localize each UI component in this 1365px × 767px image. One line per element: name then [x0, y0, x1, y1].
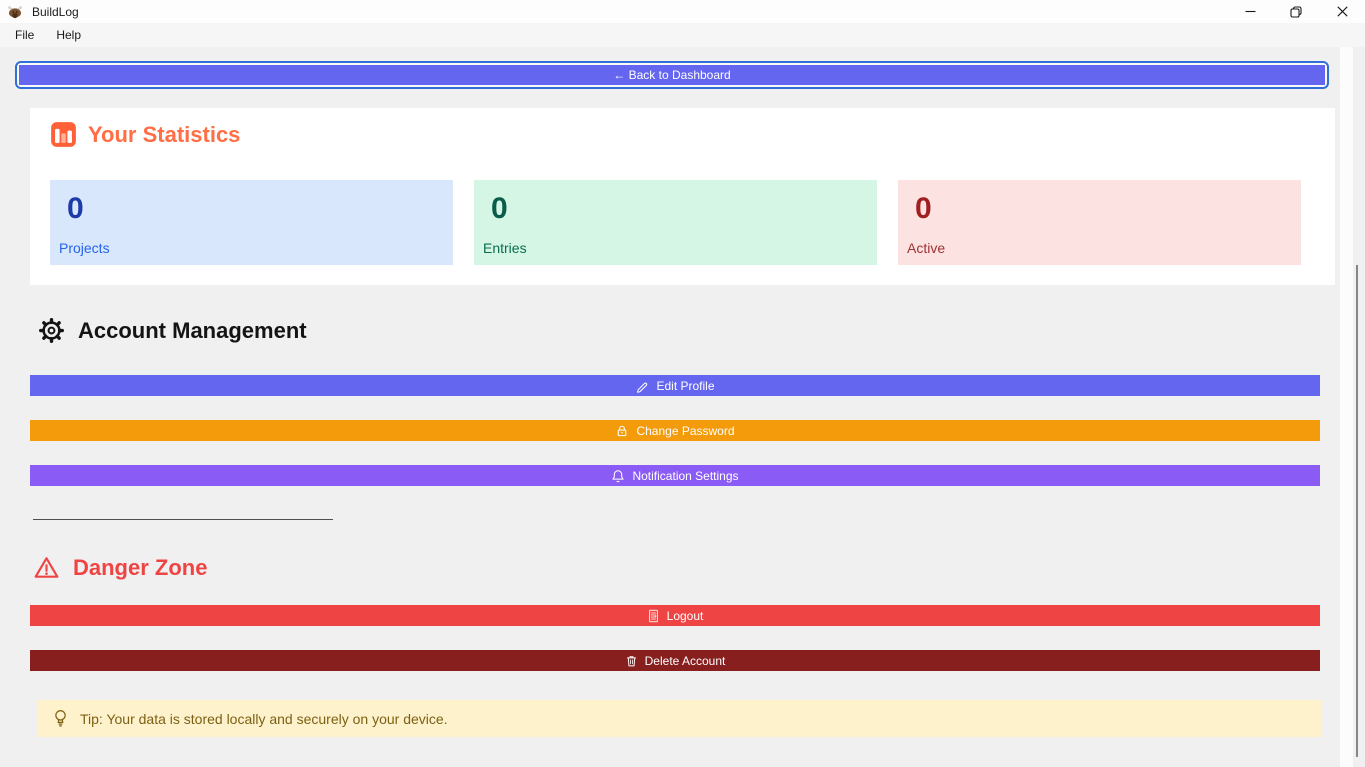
scrollbar-thumb[interactable]: [1356, 265, 1358, 757]
change-password-button[interactable]: Change Password: [30, 420, 1320, 441]
window-controls: [1227, 0, 1365, 23]
lock-icon: [618, 425, 627, 436]
bar-chart-icon: [51, 122, 76, 147]
stat-tile-projects: 0 Projects: [50, 180, 453, 265]
stat-tile-active: 0 Active: [898, 180, 1301, 265]
section-divider: [33, 519, 333, 520]
stat-tiles: 0 Projects 0 Entries 0 Active: [50, 180, 1301, 265]
edit-profile-button[interactable]: Edit Profile: [30, 375, 1320, 396]
scrollbar-track[interactable]: [1340, 47, 1353, 767]
back-button-focus-ring: ← Back to Dashboard: [15, 61, 1329, 89]
stat-label: Projects: [59, 240, 110, 256]
trash-icon: [626, 655, 636, 666]
menu-file[interactable]: File: [15, 28, 35, 42]
gear-icon: [39, 318, 64, 343]
notification-settings-button[interactable]: Notification Settings: [30, 465, 1320, 486]
close-icon: [1336, 6, 1348, 17]
statistics-title: Your Statistics: [88, 121, 241, 147]
danger-zone-header: Danger Zone: [33, 555, 207, 581]
door-icon: [648, 609, 658, 622]
stat-value: 0: [67, 192, 84, 225]
change-password-label: Change Password: [636, 423, 735, 438]
account-management-header: Account Management: [38, 317, 307, 344]
lightbulb-icon: [55, 710, 66, 727]
stat-value: 0: [915, 192, 932, 225]
stat-label: Active: [907, 240, 946, 256]
delete-account-button[interactable]: Delete Account: [30, 650, 1320, 671]
account-management-title: Account Management: [78, 317, 307, 343]
statistics-panel: Your Statistics 0 Projects 0 Entries 0 A…: [30, 108, 1335, 285]
minimize-icon: [1245, 10, 1255, 13]
title-bar: BuildLog: [0, 0, 1365, 23]
menu-bar: File Help: [0, 23, 1365, 47]
warning-icon: [34, 557, 59, 578]
delete-account-label: Delete Account: [644, 653, 726, 668]
edit-profile-label: Edit Profile: [656, 378, 715, 393]
tip-banner: Tip: Your data is stored locally and sec…: [37, 700, 1321, 737]
main-content: ← Back to Dashboard Your Statistics 0 Pr…: [0, 47, 1365, 767]
minimize-button[interactable]: [1227, 0, 1273, 23]
tip-text: Tip: Your data is stored locally and sec…: [80, 710, 448, 727]
menu-help[interactable]: Help: [56, 28, 82, 42]
bell-icon: [612, 469, 625, 482]
statistics-header: Your Statistics: [50, 121, 240, 148]
restore-button[interactable]: [1273, 0, 1319, 23]
yak-app-icon: [8, 5, 22, 18]
logout-button[interactable]: Logout: [30, 605, 1320, 626]
stat-tile-entries: 0 Entries: [474, 180, 877, 265]
logout-label: Logout: [666, 608, 704, 623]
back-to-dashboard-button[interactable]: ← Back to Dashboard: [19, 65, 1325, 85]
window-title: BuildLog: [32, 4, 79, 19]
danger-zone-title: Danger Zone: [73, 555, 208, 580]
stat-value: 0: [491, 192, 508, 225]
restore-icon: [1290, 5, 1302, 18]
notification-settings-label: Notification Settings: [632, 468, 739, 483]
stat-label: Entries: [483, 240, 527, 256]
close-button[interactable]: [1319, 0, 1365, 23]
pencil-icon: [637, 382, 648, 393]
